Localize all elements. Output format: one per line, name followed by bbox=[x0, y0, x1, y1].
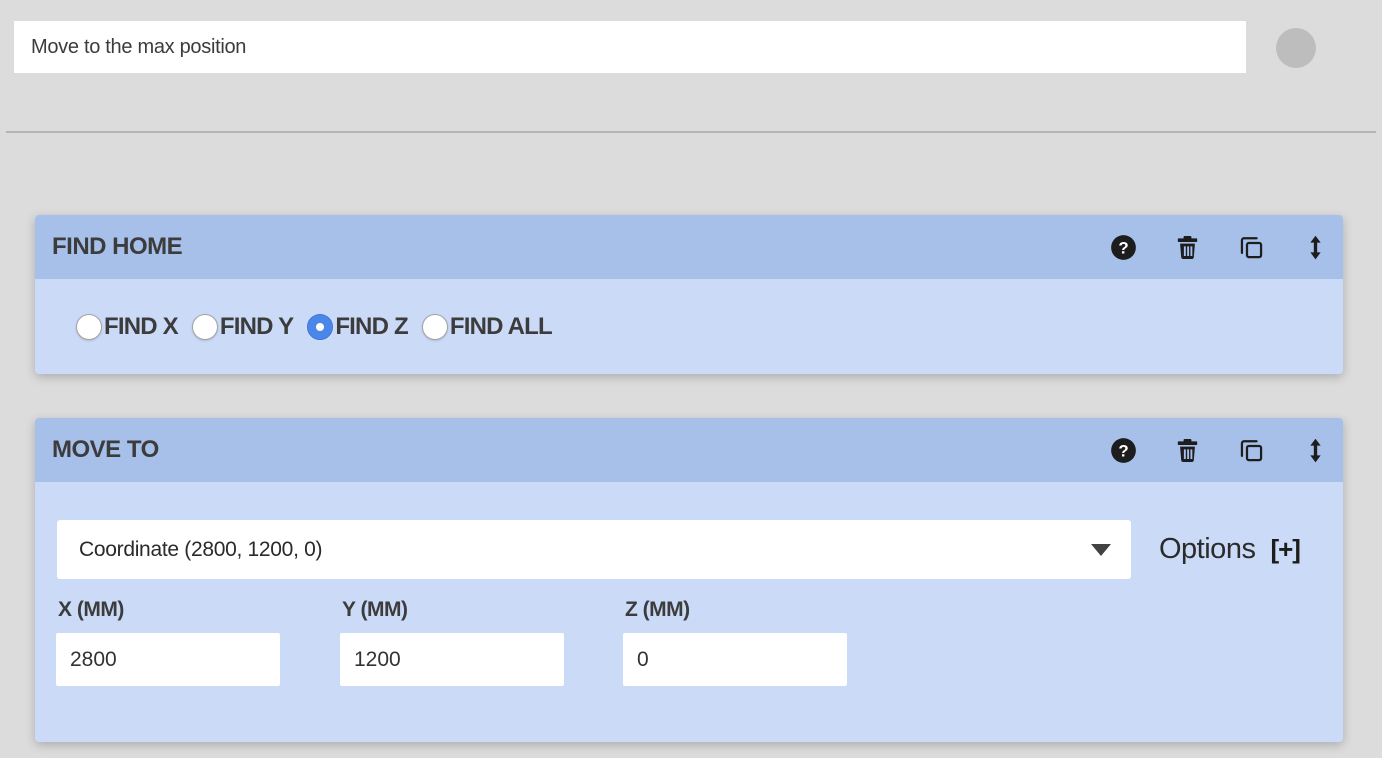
z-field-group: Z (MM) bbox=[623, 594, 847, 686]
radio-button[interactable] bbox=[191, 313, 218, 340]
radio-label: FIND X bbox=[104, 312, 179, 340]
svg-text:?: ? bbox=[1118, 441, 1128, 460]
radio-button[interactable] bbox=[307, 313, 334, 340]
x-field-label: X (MM) bbox=[58, 598, 124, 621]
step-title: FIND HOME bbox=[52, 233, 183, 260]
copy-icon[interactable] bbox=[1238, 437, 1265, 464]
sequence-name-input[interactable] bbox=[14, 21, 1246, 73]
svg-text:?: ? bbox=[1118, 238, 1128, 257]
step-header-icons: ? bbox=[1110, 437, 1329, 464]
radio-option-find-x[interactable]: FIND X bbox=[76, 312, 179, 341]
step-title: MOVE TO bbox=[52, 436, 159, 463]
radio-option-find-z[interactable]: FIND Z bbox=[307, 312, 409, 341]
step-body: FIND X FIND Y FIND Z FIND ALL bbox=[35, 279, 1343, 374]
help-icon[interactable]: ? bbox=[1110, 437, 1137, 464]
step-header[interactable]: FIND HOME ? bbox=[35, 215, 1343, 279]
drag-vertical-icon[interactable] bbox=[1302, 437, 1329, 464]
drag-vertical-icon[interactable] bbox=[1302, 234, 1329, 261]
location-dropdown-value: Coordinate (2800, 1200, 0) bbox=[79, 537, 323, 561]
y-field-input[interactable] bbox=[340, 633, 564, 686]
step-card-find-home: FIND HOME ? FIND X bbox=[35, 215, 1343, 374]
copy-icon[interactable] bbox=[1238, 234, 1265, 261]
help-icon[interactable]: ? bbox=[1110, 234, 1137, 261]
x-field-input[interactable] bbox=[56, 633, 280, 686]
radio-label: FIND ALL bbox=[449, 312, 553, 340]
chevron-down-icon bbox=[1091, 543, 1111, 556]
expand-options-icon: [+] bbox=[1270, 534, 1300, 564]
y-field-group: Y (MM) bbox=[340, 594, 564, 686]
x-field-group: X (MM) bbox=[56, 594, 280, 686]
step-body: Coordinate (2800, 1200, 0) Options [+] X… bbox=[35, 482, 1343, 742]
step-card-move-to: MOVE TO ? Coordinate (2800, 1200, 0) bbox=[35, 418, 1343, 742]
radio-label: FIND Y bbox=[219, 312, 294, 340]
z-field-label: Z (MM) bbox=[625, 598, 690, 621]
radio-button[interactable] bbox=[76, 313, 102, 340]
trash-icon[interactable] bbox=[1174, 437, 1201, 464]
radio-option-find-all[interactable]: FIND ALL bbox=[421, 312, 553, 341]
step-header[interactable]: MOVE TO ? bbox=[35, 418, 1343, 482]
radio-option-find-y[interactable]: FIND Y bbox=[191, 312, 294, 341]
radio-label: FIND Z bbox=[335, 312, 408, 340]
radio-button[interactable] bbox=[421, 313, 448, 340]
options-label: Options bbox=[1159, 533, 1256, 565]
options-toggle[interactable]: Options [+] bbox=[1159, 520, 1301, 579]
z-field-input[interactable] bbox=[623, 633, 847, 686]
trash-icon[interactable] bbox=[1174, 234, 1201, 261]
location-dropdown[interactable]: Coordinate (2800, 1200, 0) bbox=[57, 520, 1131, 579]
sequence-color-button[interactable] bbox=[1276, 28, 1316, 68]
section-divider bbox=[6, 131, 1376, 133]
y-field-label: Y (MM) bbox=[342, 598, 408, 621]
step-header-icons: ? bbox=[1110, 234, 1329, 261]
